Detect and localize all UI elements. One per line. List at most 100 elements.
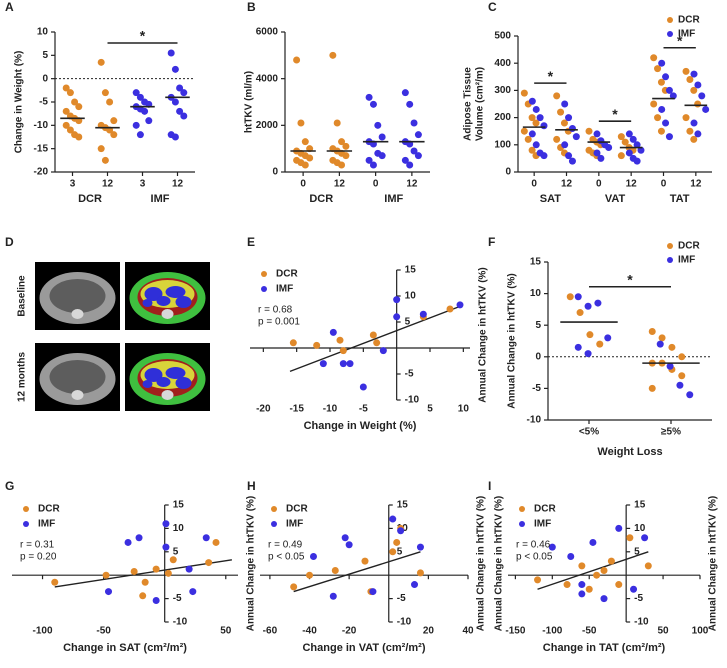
x-axis-label: Change in Weight (%) (304, 420, 417, 432)
data-point (589, 538, 597, 546)
data-point (152, 565, 160, 573)
y-tick-label: -10 (34, 120, 49, 131)
y-tick-label: 5 (397, 546, 403, 557)
y-tick-label: -5 (173, 593, 182, 604)
panel-letter: C (488, 0, 497, 14)
legend-label: IMF (678, 29, 695, 40)
data-point (565, 114, 573, 122)
data-point (71, 98, 79, 106)
y-tick-label: 100 (494, 139, 511, 150)
legend-label: DCR (276, 269, 298, 280)
data-point (532, 105, 540, 113)
data-point (162, 520, 170, 528)
fit-line (289, 305, 461, 373)
data-point (62, 121, 70, 129)
seg-blue (144, 287, 163, 301)
y-tick-label: -10 (173, 617, 188, 628)
data-point (410, 119, 418, 127)
data-point (568, 157, 576, 165)
data-point (51, 578, 59, 586)
data-point (666, 362, 674, 370)
data-point (132, 121, 140, 129)
y-tick-label: 6000 (256, 27, 279, 38)
data-point (411, 581, 419, 589)
data-point (359, 383, 367, 391)
y-tick-label: -5 (397, 593, 406, 604)
x-tick-label: ≥5% (661, 427, 681, 438)
group-label: TAT (670, 193, 690, 205)
data-point (654, 114, 662, 122)
x-tick-label: 100 (692, 626, 709, 637)
data-point (563, 581, 571, 589)
data-point (290, 583, 298, 591)
data-point (416, 543, 424, 551)
data-point (102, 571, 110, 579)
data-point (584, 350, 592, 358)
data-point (578, 590, 586, 598)
y-axis-label: Annual Change in htTKV (%) (246, 496, 257, 632)
legend-marker (667, 17, 673, 23)
data-point (75, 103, 83, 111)
data-point (361, 557, 369, 565)
significance-label: * (612, 106, 618, 122)
data-point (406, 161, 414, 169)
x-tick-label: -100 (33, 626, 53, 637)
y-tick-label: -5 (634, 593, 643, 604)
data-point (162, 543, 170, 551)
y-tick-label: 10 (405, 291, 417, 302)
y-tick-label: 5 (42, 50, 48, 61)
data-point (306, 571, 314, 579)
x-tick-label: 50 (658, 626, 670, 637)
data-point (374, 121, 382, 129)
y-tick-label: 15 (405, 265, 417, 276)
y-tick-label: 10 (530, 288, 542, 299)
data-point (338, 138, 346, 146)
y-axis-label: Annual Change in htTKV (%) (507, 273, 518, 409)
data-point (401, 156, 409, 164)
data-point (568, 124, 576, 132)
y-axis-label: Annual Change in htTKV (%) (494, 496, 505, 632)
annotation: p < 0.05 (516, 552, 553, 563)
mri-spine (161, 390, 174, 400)
data-point (171, 65, 179, 73)
annotation: r = 0.31 (20, 540, 55, 551)
data-point (690, 135, 698, 143)
y-tick-label: -5 (39, 97, 48, 108)
data-point (397, 527, 405, 535)
data-point (604, 334, 612, 342)
data-point (600, 567, 608, 575)
legend-marker (23, 521, 29, 527)
mri-spine (71, 390, 84, 400)
data-point (561, 100, 569, 108)
data-point (682, 114, 690, 122)
data-point (205, 559, 213, 567)
data-point (596, 340, 604, 348)
x-tick-label: 12 (172, 179, 184, 190)
legend-label: DCR (534, 504, 556, 515)
y-axis-label: Adipose Tissue (463, 67, 474, 141)
data-point (524, 135, 532, 143)
data-point (594, 299, 602, 307)
y-tick-label: 0 (535, 351, 541, 362)
x-tick-label: 50 (220, 626, 232, 637)
data-point (686, 76, 694, 84)
data-point (625, 130, 633, 138)
x-tick-label: -5 (359, 404, 368, 415)
data-point (202, 534, 210, 542)
data-point (306, 154, 314, 162)
data-point (574, 293, 582, 301)
x-tick-label: 12 (102, 179, 114, 190)
data-point (605, 144, 613, 152)
x-tick-label: 0 (661, 179, 667, 190)
data-point (309, 552, 317, 560)
annotation: p = 0.001 (258, 317, 300, 328)
data-point (373, 339, 381, 347)
data-point (293, 56, 301, 64)
panel-letter: B (247, 0, 256, 14)
y-tick-label: 10 (173, 523, 185, 534)
data-point (576, 309, 584, 317)
fit-line (537, 551, 649, 590)
row-label: 12 months (17, 352, 28, 402)
annotation: r = 0.68 (258, 305, 293, 316)
y-tick-label: -15 (34, 143, 49, 154)
